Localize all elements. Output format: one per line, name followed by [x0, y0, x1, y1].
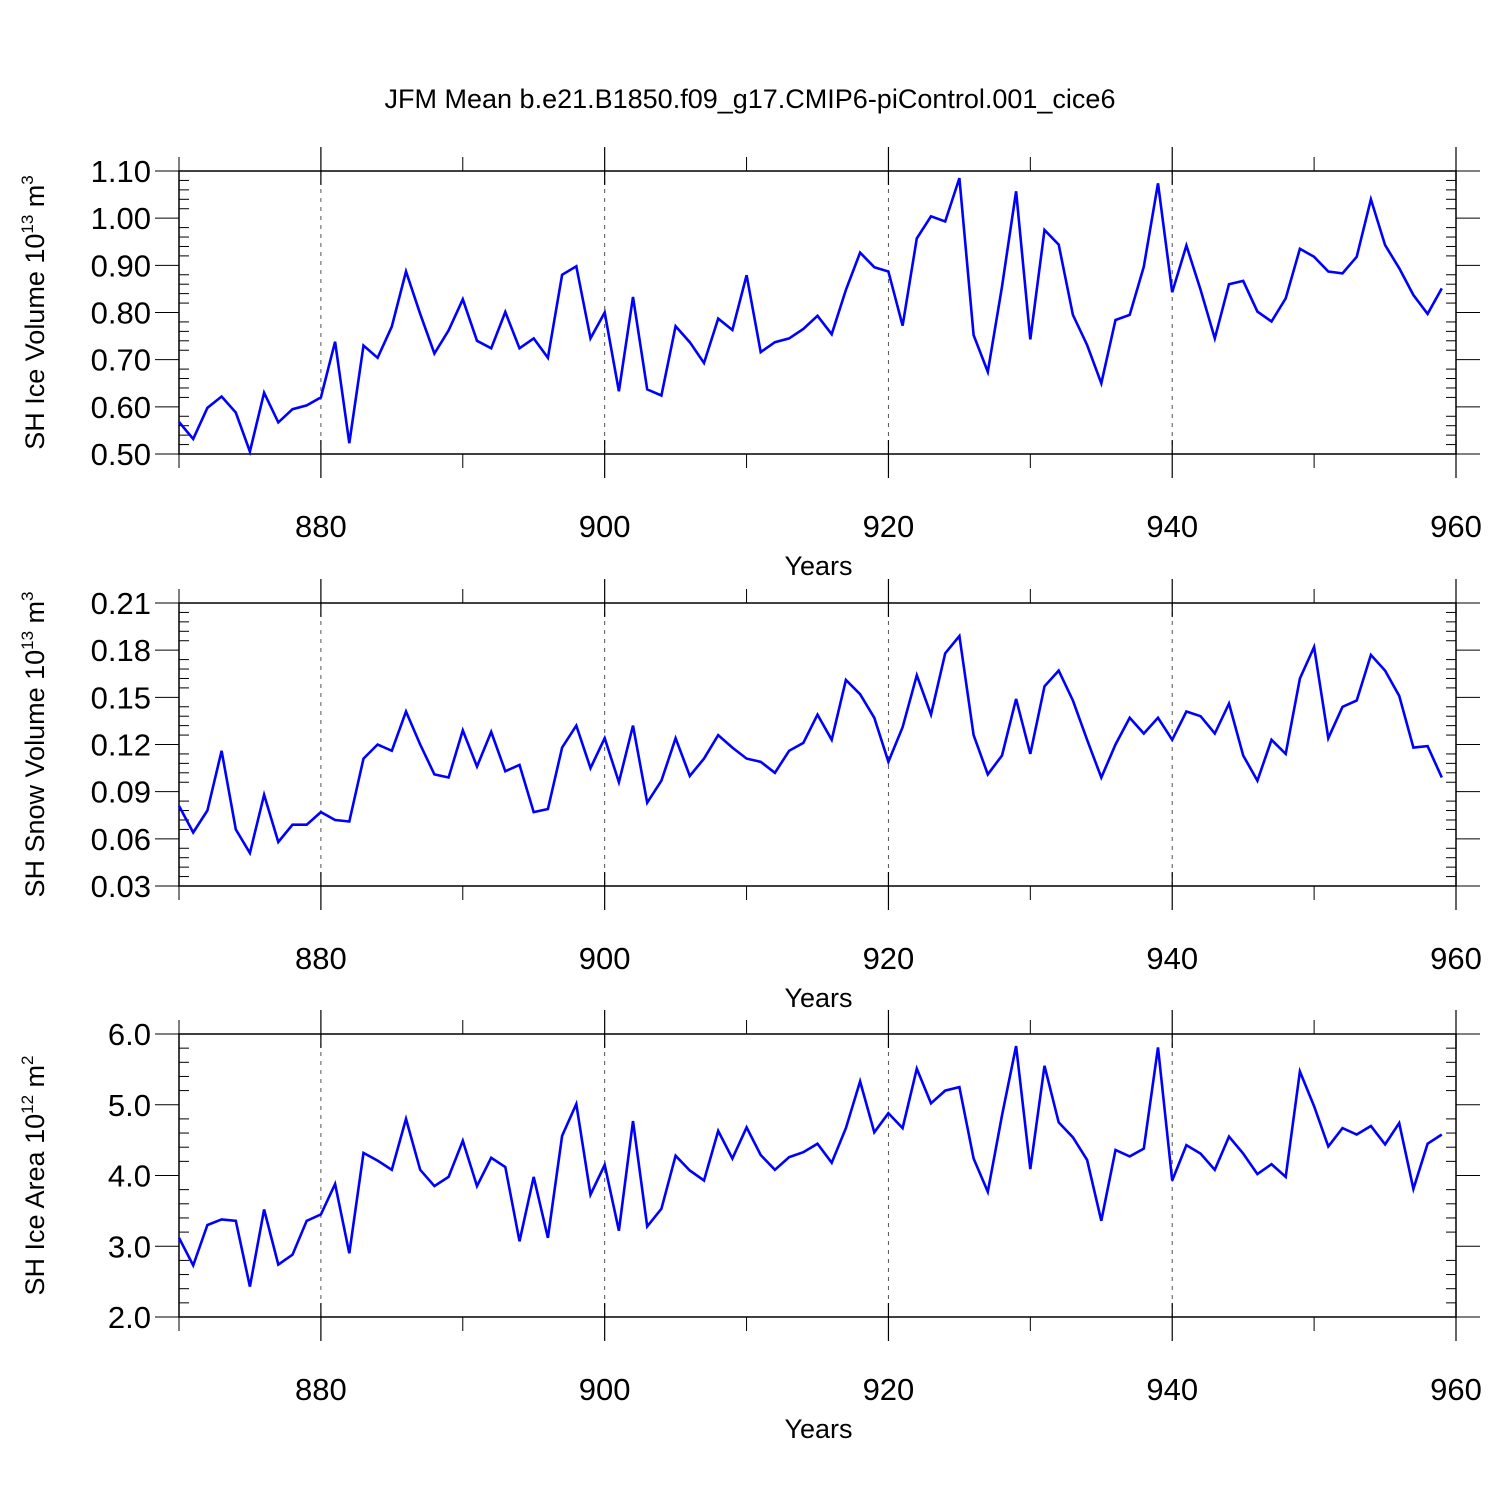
snow-volume-series-line: [177, 632, 1443, 857]
y-tick-label: 0.18: [91, 633, 151, 668]
y-tick-label: 0.80: [91, 296, 151, 331]
y-tick-label: 0.09: [91, 775, 151, 810]
ice-volume-series-line: [178, 177, 1443, 457]
snow-volume-panel: 0.03 0.06 0.09 0.12 0.15 0.18 0.21 880 900 920 940…: [18, 579, 1482, 1013]
y-label-unit-exponent: 2: [18, 1056, 37, 1065]
x-axis-label: Years: [784, 551, 852, 581]
y-tick-label: 0.60: [91, 390, 151, 425]
ice-area-panel: 2.0 3.0 4.0 5.0 6.0 880 900 920 940 960 Years SH Ic…: [18, 1010, 1482, 1444]
x-tick-label: 900: [579, 1372, 631, 1407]
ice-volume-panel: 0.50 0.60 0.70 0.80 0.90 1.00 1.10 880 900 920 940…: [18, 147, 1482, 581]
chart-panels: 0.50 0.60 0.70 0.80 0.90 1.00 1.10 880 900 920 940…: [18, 147, 1482, 1444]
x-tick-label: 940: [1146, 509, 1198, 544]
x-tick-label: 900: [579, 941, 631, 976]
y-tick-label: 6.0: [108, 1017, 151, 1052]
y-axis-label: SH Ice Area 1012 m2: [18, 1056, 50, 1296]
x-axis-label: Years: [784, 983, 852, 1013]
y-axis-label: SH Ice Volume 1013 m3: [18, 175, 50, 450]
y-tick-label: 5.0: [108, 1088, 151, 1123]
plot-frame: [178, 170, 1457, 455]
y-tick-label: 2.0: [108, 1300, 151, 1335]
y-label-exponent: 12: [18, 1095, 37, 1114]
y-tick-label: 4.0: [108, 1159, 151, 1194]
y-tick-label: 3.0: [108, 1229, 151, 1264]
y-tick-label: 1.00: [91, 201, 151, 236]
y-label-exponent: 13: [18, 631, 37, 650]
x-axis-label: Years: [784, 1414, 852, 1444]
y-tick-label: 1.10: [91, 154, 151, 189]
y-tick-label: 0.50: [91, 437, 151, 472]
y-label-main: SH Snow Volume 10: [20, 650, 50, 898]
y-label-main: SH Ice Area 10: [20, 1114, 50, 1296]
x-tick-label: 960: [1430, 1372, 1482, 1407]
y-label-exponent: 13: [18, 215, 37, 234]
y-tick-label: 0.15: [91, 680, 151, 715]
x-tick-label: 880: [295, 509, 347, 544]
y-tick-label: 0.03: [91, 869, 151, 904]
y-tick-label: 0.21: [91, 586, 151, 621]
ice-area-series-line: [177, 1045, 1443, 1287]
x-tick-label: 940: [1146, 1372, 1198, 1407]
x-tick-label: 880: [295, 1372, 347, 1407]
x-tick-label: 920: [863, 509, 915, 544]
y-tick-label: 0.06: [91, 822, 151, 857]
y-label-unit: m: [20, 1065, 50, 1095]
y-label-unit-exponent: 3: [18, 591, 37, 600]
x-tick-label: 960: [1430, 509, 1482, 544]
y-tick-label: 0.70: [91, 343, 151, 378]
plot-frame: [178, 1033, 1457, 1318]
x-tick-label: 920: [863, 1372, 915, 1407]
x-tick-label: 920: [863, 941, 915, 976]
y-label-main: SH Ice Volume 10: [20, 234, 50, 450]
y-axis-label: SH Snow Volume 1013 m3: [18, 591, 50, 897]
y-tick-label: 0.12: [91, 728, 151, 763]
x-tick-label: 960: [1430, 941, 1482, 976]
x-tick-label: 880: [295, 941, 347, 976]
y-label-unit: m: [20, 185, 50, 215]
x-tick-label: 940: [1146, 941, 1198, 976]
plot-frame: [178, 602, 1457, 887]
figure-title: JFM Mean b.e21.B1850.f09_g17.CMIP6-piCon…: [385, 84, 1116, 114]
y-tick-label: 0.90: [91, 248, 151, 283]
y-label-unit: m: [20, 601, 50, 631]
y-label-unit-exponent: 3: [18, 175, 37, 184]
x-tick-label: 900: [579, 509, 631, 544]
